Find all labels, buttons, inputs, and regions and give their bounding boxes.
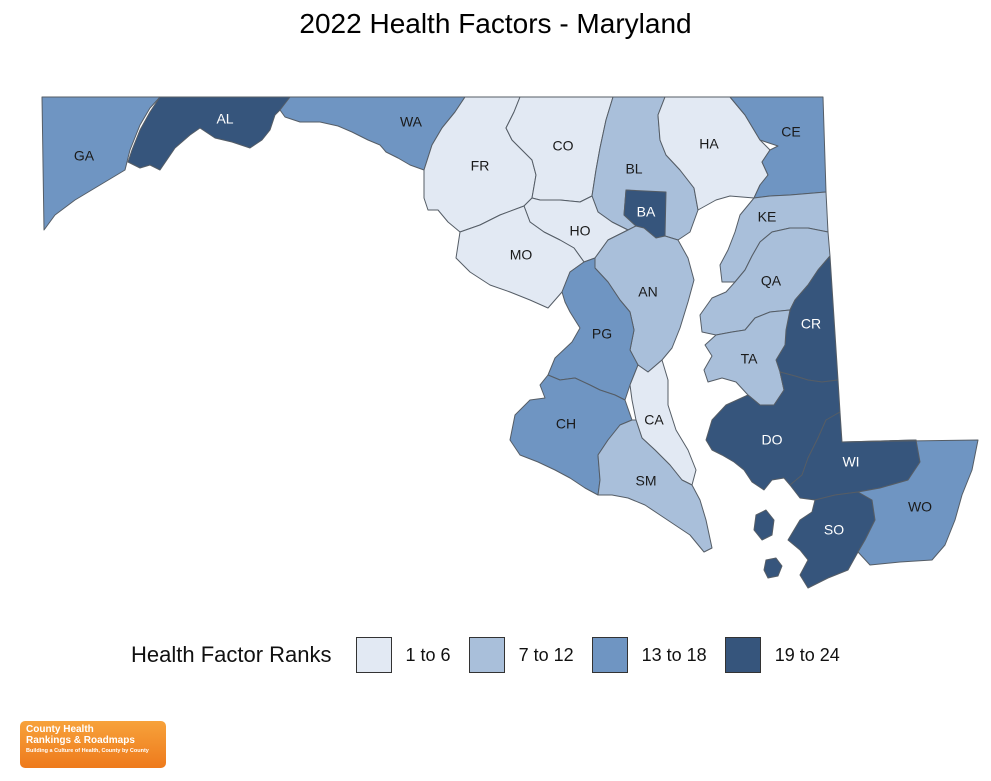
legend-swatch <box>468 637 505 673</box>
county-label-CE: CE <box>781 124 800 140</box>
map-title: 2022 Health Factors - Maryland <box>299 8 692 39</box>
county-label-GA: GA <box>74 148 95 164</box>
legend-item: 13 to 18 <box>591 637 707 673</box>
county-label-KE: KE <box>758 209 777 225</box>
legend-label: 19 to 24 <box>774 644 840 665</box>
legend-label: 13 to 18 <box>641 644 707 665</box>
county-label-WI: WI <box>842 454 859 470</box>
county-label-WO: WO <box>908 499 932 515</box>
logo-line-1: County Health <box>26 724 94 735</box>
legend-item: 7 to 12 <box>468 637 574 673</box>
county-label-CH: CH <box>556 416 576 432</box>
county-DO[interactable] <box>705 371 841 491</box>
county-label-CR: CR <box>801 316 821 332</box>
county-label-BL: BL <box>625 161 642 177</box>
county-label-SO: SO <box>824 522 844 538</box>
county-SO[interactable] <box>787 491 876 589</box>
county-label-WA: WA <box>400 114 423 130</box>
county-label-FR: FR <box>471 158 490 174</box>
county-label-DO: DO <box>762 432 783 448</box>
county-label-PG: PG <box>592 326 612 342</box>
county-label-QA: QA <box>761 273 782 289</box>
county-label-MO: MO <box>510 247 533 263</box>
county-label-CA: CA <box>644 412 664 428</box>
legend-label: 1 to 6 <box>405 644 451 665</box>
legend-label: 7 to 12 <box>518 644 574 665</box>
county-health-rankings-logo: County Health Rankings & Roadmaps Buildi… <box>20 721 166 768</box>
logo-line-2: Rankings & Roadmaps <box>26 734 135 746</box>
legend-title: Health Factor Ranks <box>131 642 332 667</box>
county-SO-island[interactable] <box>763 557 783 579</box>
county-label-HO: HO <box>570 223 591 239</box>
county-SM[interactable] <box>597 419 713 553</box>
county-label-HA: HA <box>699 136 719 152</box>
county-label-AL: AL <box>216 111 233 127</box>
legend-swatch <box>724 637 761 673</box>
legend: Health Factor Ranks 1 to 6 7 to 12 13 to… <box>131 636 858 674</box>
legend-swatch <box>355 637 392 673</box>
county-GA[interactable] <box>41 96 161 231</box>
county-label-BA: BA <box>637 204 656 220</box>
county-WO[interactable] <box>841 439 979 566</box>
county-AL[interactable] <box>127 96 291 171</box>
logo-tagline: Building a Culture of Health, County by … <box>26 748 149 754</box>
county-DO-island[interactable] <box>753 509 775 541</box>
legend-item: 1 to 6 <box>355 637 451 673</box>
county-label-CO: CO <box>553 138 574 154</box>
legend-item: 19 to 24 <box>724 637 840 673</box>
county-label-AN: AN <box>638 284 657 300</box>
county-label-SM: SM <box>636 473 657 489</box>
county-label-TA: TA <box>741 351 759 367</box>
legend-swatch <box>591 637 628 673</box>
